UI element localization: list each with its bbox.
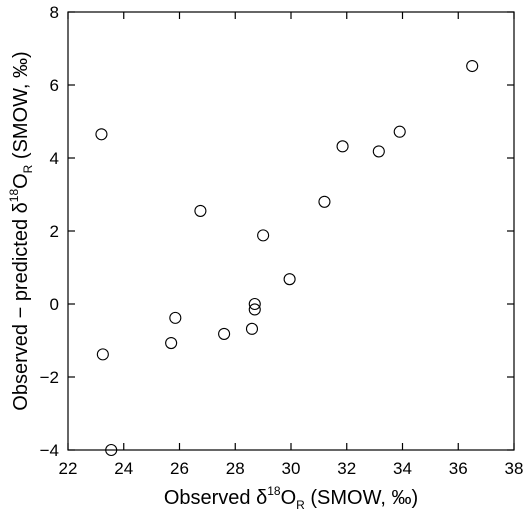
y-tick-label: 0 bbox=[50, 295, 59, 314]
data-point bbox=[336, 140, 349, 153]
data-point bbox=[194, 204, 207, 217]
x-tick-label: 22 bbox=[59, 459, 78, 478]
y-tick-label: −4 bbox=[40, 441, 59, 460]
y-axis-label: Observed − predicted δ18OR (SMOW, ‰) bbox=[7, 51, 35, 410]
data-point bbox=[393, 125, 406, 138]
y-tick-label: 4 bbox=[50, 149, 59, 168]
data-point bbox=[283, 273, 296, 286]
x-tick-label: 28 bbox=[226, 459, 245, 478]
x-tick-label: 34 bbox=[393, 459, 412, 478]
data-point bbox=[248, 297, 261, 311]
y-axis: −4 −2 0 2 4 6 8 bbox=[40, 3, 514, 460]
data-point bbox=[165, 337, 178, 350]
data-point bbox=[257, 229, 270, 242]
data-point bbox=[466, 59, 479, 73]
y-axis-label-sub: R bbox=[21, 164, 35, 173]
data-point bbox=[245, 322, 259, 335]
data-point bbox=[218, 327, 231, 340]
x-axis-label-main: O bbox=[281, 487, 297, 509]
data-point bbox=[318, 195, 331, 208]
x-tick-label: 38 bbox=[505, 459, 524, 478]
data-point bbox=[105, 443, 118, 457]
y-axis-label-suffix: (SMOW, ‰) bbox=[10, 51, 32, 164]
y-axis-label-prefix: Observed − predicted δ bbox=[10, 202, 32, 410]
y-tick-label: 2 bbox=[50, 222, 59, 241]
y-axis-label-main: O bbox=[10, 173, 32, 189]
x-tick-label: 24 bbox=[114, 459, 133, 478]
x-tick-label: 32 bbox=[337, 459, 356, 478]
data-points bbox=[95, 59, 479, 457]
y-axis-label-sup: 18 bbox=[7, 189, 21, 203]
plot-frame bbox=[67, 11, 515, 451]
data-point bbox=[248, 303, 261, 316]
x-axis-label-sup: 18 bbox=[267, 484, 281, 498]
x-axis-label: Observed δ18OR (SMOW, ‰) bbox=[164, 484, 418, 512]
data-point bbox=[96, 348, 109, 361]
x-axis: 22 24 26 28 30 32 34 36 38 bbox=[59, 12, 524, 478]
x-axis-label-sub: R bbox=[296, 498, 305, 512]
x-tick-label: 26 bbox=[170, 459, 189, 478]
data-point bbox=[95, 128, 108, 141]
y-tick-label: −2 bbox=[40, 368, 59, 387]
x-tick-label: 36 bbox=[449, 459, 468, 478]
y-tick-label: 6 bbox=[50, 76, 59, 95]
y-tick-label: 8 bbox=[50, 3, 59, 22]
x-axis-label-prefix: Observed δ bbox=[164, 487, 267, 509]
data-point bbox=[372, 145, 385, 158]
data-point bbox=[169, 311, 182, 324]
x-axis-label-suffix: (SMOW, ‰) bbox=[305, 487, 418, 509]
x-tick-label: 30 bbox=[282, 459, 301, 478]
plot-area bbox=[67, 11, 515, 451]
